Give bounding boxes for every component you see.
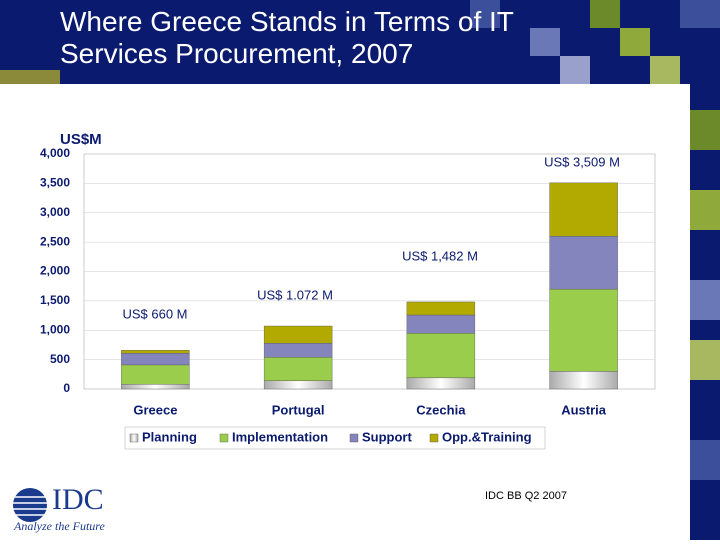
x-tick-label: Greece bbox=[133, 402, 177, 417]
annotation: US$ 1.072 M bbox=[257, 287, 333, 302]
bar-segment bbox=[549, 182, 618, 237]
legend bbox=[124, 426, 546, 450]
bar-segment bbox=[406, 314, 476, 334]
y-tick-label: 500 bbox=[50, 352, 70, 366]
legend-swatch bbox=[349, 433, 359, 443]
annotation: US$ 1,482 M bbox=[402, 248, 478, 263]
bar-segment bbox=[406, 377, 476, 390]
legend-swatch bbox=[129, 433, 139, 443]
bar-segment bbox=[263, 380, 333, 390]
legend-label: Opp.&Training bbox=[442, 429, 532, 444]
bar-segment bbox=[549, 236, 618, 290]
logo: IDC Analyze the Future bbox=[13, 483, 106, 533]
bar-segment bbox=[121, 352, 190, 366]
title-box: Where Greece Stands in Terms of IT Servi… bbox=[60, 6, 514, 69]
x-tick-label: Czechia bbox=[416, 402, 466, 417]
logo-name: IDC bbox=[52, 483, 104, 516]
bar-segment bbox=[121, 364, 190, 385]
legend-label: Support bbox=[362, 429, 412, 444]
legend-swatch bbox=[219, 433, 229, 443]
bar-segment bbox=[263, 325, 333, 344]
legend-swatch bbox=[429, 433, 439, 443]
y-tick-label: 1,000 bbox=[40, 322, 70, 336]
bar-segment bbox=[406, 301, 476, 316]
bar-segment bbox=[263, 342, 333, 358]
y-tick-label: 3,500 bbox=[40, 176, 70, 190]
y-tick-label: 4,000 bbox=[40, 146, 70, 160]
annotation: US$ 660 M bbox=[122, 307, 187, 322]
y-tick-label: 2,500 bbox=[40, 234, 70, 248]
bar-segment bbox=[406, 332, 476, 379]
slide-title: Where Greece Stands in Terms of IT Servi… bbox=[60, 6, 514, 69]
y-tick-label: 2,000 bbox=[40, 264, 70, 278]
y-tick-label: 3,000 bbox=[40, 205, 70, 219]
bar-segment bbox=[263, 357, 333, 381]
bar-segment bbox=[549, 288, 618, 372]
source: IDC BB Q2 2007 bbox=[485, 490, 567, 502]
x-tick-label: Austria bbox=[561, 402, 607, 417]
legend-label: Implementation bbox=[232, 429, 328, 444]
x-tick-label: Portugal bbox=[272, 402, 325, 417]
legend-label: Planning bbox=[142, 429, 197, 444]
bar-segment bbox=[121, 384, 190, 390]
y-tick-label: 0 bbox=[63, 381, 70, 395]
y-axis-label: US$M bbox=[60, 131, 102, 148]
bar-segment bbox=[121, 350, 190, 354]
y-tick-label: 1,500 bbox=[40, 293, 70, 307]
bar-segment bbox=[549, 371, 618, 390]
logo-tagline: Analyze the Future bbox=[13, 519, 106, 533]
annotation: US$ 3,509 M bbox=[544, 154, 620, 169]
